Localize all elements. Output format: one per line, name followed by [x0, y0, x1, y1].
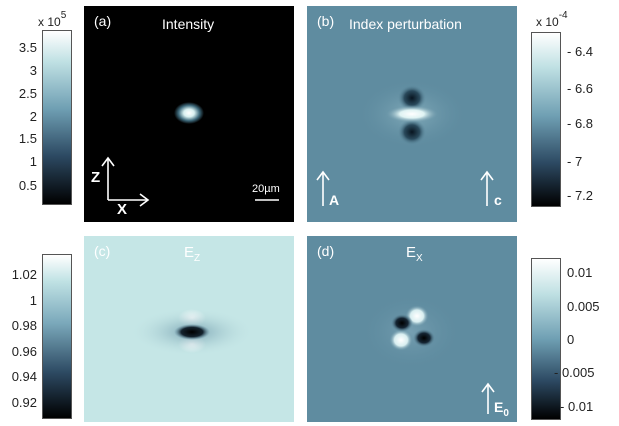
colorbar-c	[42, 254, 72, 419]
ex-map	[361, 294, 495, 414]
colorbar-b-tick: - 6.6	[567, 81, 594, 96]
panel-b-title: Index perturbation	[349, 16, 462, 32]
colorbar-b-tick: - 6.4	[567, 44, 594, 59]
colorbar-c-tick: 0.98	[11, 318, 37, 333]
colorbar-a-tick: 1	[29, 154, 37, 169]
index-lobe-bottom	[398, 119, 426, 145]
arrow-e0	[481, 382, 495, 414]
ex-dark-left	[391, 314, 413, 332]
colorbar-c-tick: 0.92	[11, 395, 37, 410]
colorbar-b-tick: - 7	[567, 154, 583, 169]
arrow-a	[316, 170, 330, 206]
panel-index-perturbation: (b) Index perturbation A c	[307, 6, 517, 222]
colorbar-b	[531, 32, 561, 207]
arrow-e0-label: E0	[494, 399, 509, 419]
arrow-c-label: c	[494, 192, 502, 208]
colorbar-d	[531, 258, 561, 420]
colorbar-a-tick: 3.5	[18, 40, 37, 55]
colorbar-c-tick: 1	[29, 293, 37, 308]
colorbar-d-tick: 0.005	[567, 299, 600, 314]
panel-c-title: EZ	[184, 244, 201, 264]
panel-a-label: (a)	[94, 13, 112, 29]
colorbar-c-tick: 0.94	[11, 369, 37, 384]
panel-a-title: Intensity	[162, 16, 215, 32]
panel-ex: (d) EX E0	[307, 236, 517, 422]
ez-map	[130, 308, 254, 356]
intensity-map	[101, 102, 279, 207]
index-lobe-top	[398, 85, 426, 111]
ex-light-bottom	[389, 329, 413, 351]
colorbar-a	[42, 30, 72, 205]
colorbar-b-tick: - 7.2	[567, 188, 594, 203]
colorbar-a-tick: 0.5	[18, 178, 37, 193]
intensity-spot	[174, 102, 204, 124]
colorbar-d-tick: 0	[567, 332, 575, 347]
axis-z-label: Z	[91, 169, 101, 186]
colorbar-a-multiplier: x 105	[38, 10, 67, 29]
arrow-c	[480, 170, 494, 206]
ez-core	[174, 324, 210, 340]
scale-bar-label: 20µm	[252, 183, 280, 195]
arrow-a-label: A	[329, 192, 340, 208]
panel-d-title: EX	[406, 244, 423, 264]
colorbar-a-tick: 2.5	[18, 86, 37, 101]
index-core	[385, 105, 439, 123]
ex-halo	[361, 294, 461, 370]
colorbar-a-tick: 3	[29, 63, 37, 78]
panel-d-label: (d)	[317, 243, 335, 259]
colorbar-a-tick: 1.5	[18, 131, 37, 146]
axis-x-label: X	[117, 201, 128, 218]
colorbar-c-tick: 0.96	[11, 344, 37, 359]
panel-c-label: (c)	[94, 243, 111, 259]
colorbar-d-tick: - 0.005	[554, 365, 595, 380]
colorbar-b-multiplier: x 10-4	[536, 10, 568, 29]
colorbar-b-tick: - 6.8	[567, 116, 594, 131]
ex-dark-right	[413, 329, 435, 347]
panel-ez: (c) EZ	[84, 236, 294, 422]
colorbar-a-tick: 2	[29, 109, 37, 124]
panel-intensity: (a) Intensity Z X 20µm	[84, 6, 294, 222]
panel-b-label: (b)	[317, 13, 335, 29]
colorbar-d-tick: 0.01	[567, 265, 593, 280]
index-map	[316, 79, 494, 206]
colorbar-d-tick: - 0.01	[560, 399, 594, 414]
axis-arrows	[101, 156, 150, 207]
colorbar-c-tick: 1.02	[11, 267, 37, 282]
